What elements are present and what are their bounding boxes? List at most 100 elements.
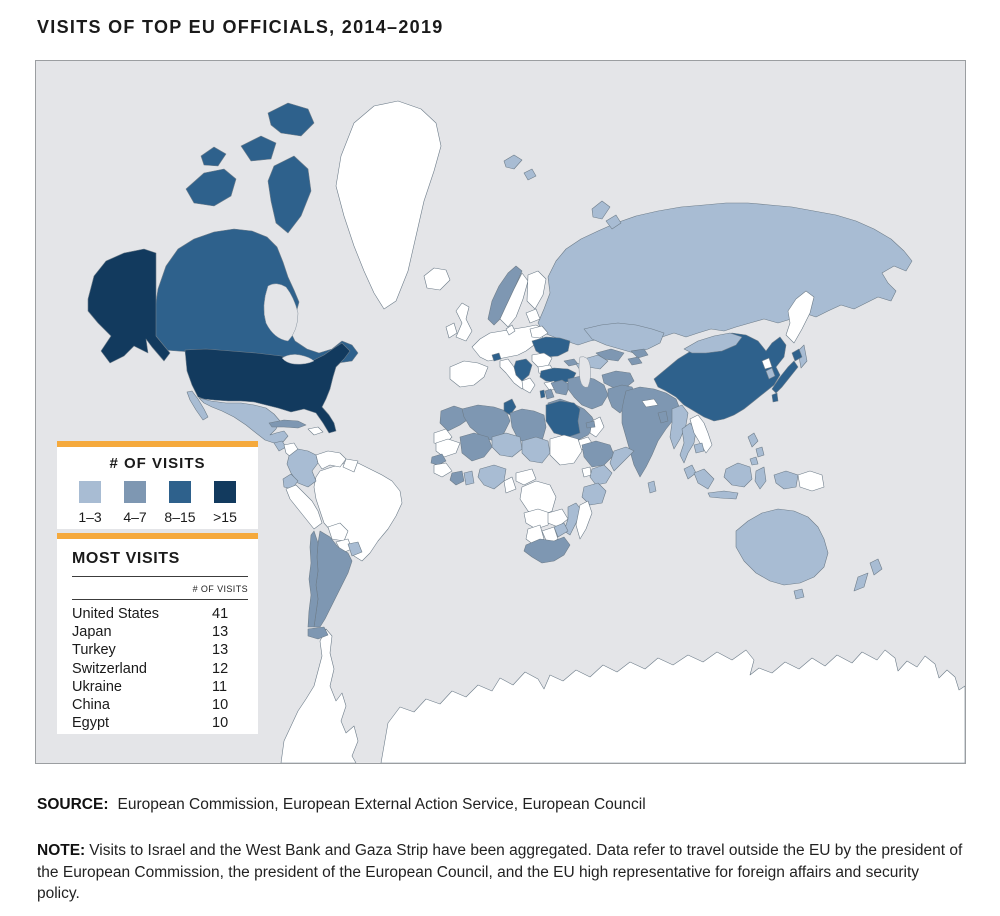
row-country: Egypt [72,715,110,732]
source-line: SOURCE: European Commission, European Ext… [37,796,646,814]
country-angola [523,508,551,530]
country-cuba [268,419,307,429]
country-mali [459,432,493,462]
most-visits-rule-mid [72,599,248,600]
country-greece [521,377,536,394]
country-japan-honshu [771,360,799,394]
source-text: European Commission, European External A… [117,796,646,813]
country-kazakhstan [583,322,665,354]
country-norway [487,265,523,326]
legend-category-4: >15 [205,481,245,525]
swatch-label-8-15: 8–15 [164,509,196,525]
row-visits: 10 [212,715,229,732]
country-finland [526,270,547,310]
legend-category-1: 1–3 [70,481,110,525]
legend-swatch-row: 1–3 4–7 8–15 >15 [57,481,258,525]
country-denmark [505,324,516,336]
country-india [621,386,681,478]
country-sudan [549,434,583,466]
country-novaya-zemlya [591,200,622,230]
country-canada-banks [200,146,227,167]
most-visits-column-header: # OF VISITS [192,584,248,594]
country-nigeria [477,464,507,490]
swatch-4-7 [124,481,146,503]
table-row: China 10 [57,696,258,714]
row-country: China [72,697,110,714]
note-block: NOTE: Visits to Israel and the West Bank … [37,840,963,905]
country-tajikistan [627,356,643,366]
country-brazil [313,462,403,562]
swatch-label-4-7: 4–7 [123,509,147,525]
country-georgia [563,358,579,367]
country-malaysia [683,464,697,480]
country-canada-ellesmere [267,102,315,137]
world-choropleth-map [35,60,966,764]
country-central-african-republic [515,468,537,486]
country-russia [537,202,913,346]
country-bolivia [327,522,349,542]
country-baltics [525,308,541,324]
country-indonesia-java [707,490,739,500]
country-canada-victoria-island [185,168,237,207]
country-indonesia-sulawesi [754,466,767,490]
country-philippines [747,432,765,466]
country-bangladesh [657,410,669,424]
country-papua-new-guinea [797,470,825,492]
country-ecuador [282,473,299,490]
table-row: Turkey 13 [57,641,258,659]
swatch-1-3 [79,481,101,503]
country-vietnam-laos [689,414,713,454]
country-united-kingdom [455,302,473,342]
note-text: Visits to Israel and the West Bank and G… [37,842,963,902]
most-visits-rule-top [72,576,248,577]
country-algeria [461,404,511,442]
swatch-8-15 [169,481,191,503]
country-iraq [550,379,571,396]
table-row: Japan 13 [57,623,258,641]
most-visits-rows: United States 41 Japan 13 Turkey 13 Swit… [57,605,258,732]
country-alaska [87,248,171,364]
country-kyrgyzstan [630,348,649,359]
country-canada-baffin [267,155,312,234]
country-indonesia-borneo [723,462,753,488]
country-canada [153,228,359,367]
row-visits: 11 [212,678,228,695]
world-map-svg [87,100,965,763]
country-belarus [529,325,549,339]
country-uganda [581,466,592,478]
country-zimbabwe [553,522,569,538]
country-myanmar [669,404,689,450]
country-mauritania [435,438,461,458]
country-ivory-coast [449,470,465,486]
swatch-label-1-3: 1–3 [78,509,102,525]
country-mexico [198,397,289,444]
country-japan-hokkaido [791,348,803,362]
country-japan-kyushu [771,392,779,403]
row-visits: 10 [212,697,229,714]
country-south-africa [523,536,571,564]
country-jordan [544,388,555,400]
table-row: United States 41 [57,605,258,623]
most-visits-panel: MOST VISITS # OF VISITS United States 41… [57,533,258,734]
country-antarctica-main [380,649,965,763]
country-cameroon [503,476,517,494]
country-peru [285,484,323,530]
most-visits-accent-bar [57,533,258,539]
hudson-bay-water [263,283,299,342]
country-somalia [609,446,635,472]
country-north-korea [761,357,773,370]
most-visits-title: MOST VISITS [72,550,180,567]
row-country: United States [72,606,160,622]
country-uruguay [347,541,363,557]
country-iberia [449,360,489,388]
country-sakhalin [797,344,808,369]
caspian-sea-water [578,356,591,388]
country-indonesia-papua [773,470,799,490]
country-hispaniola [307,426,324,436]
country-iceland [423,267,451,291]
row-country: Switzerland [72,660,147,677]
country-canada-devon [240,135,277,162]
country-greenland [335,100,442,310]
country-antarctic-peninsula [280,628,359,763]
row-country: Japan [72,624,112,641]
